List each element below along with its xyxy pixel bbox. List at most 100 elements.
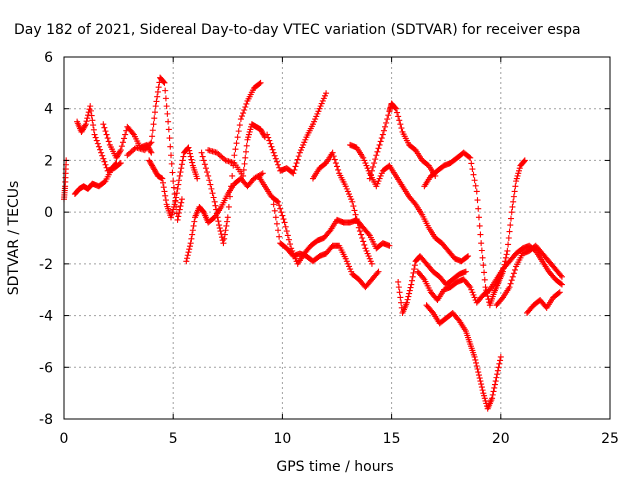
data-point	[365, 253, 372, 260]
data-point	[224, 214, 231, 221]
data-point	[269, 146, 276, 153]
data-point	[282, 223, 289, 230]
data-point	[212, 202, 219, 209]
data-point	[492, 378, 499, 385]
data-point	[556, 289, 563, 296]
data-point	[380, 127, 387, 134]
data-point	[271, 207, 278, 214]
data-point	[297, 147, 304, 154]
data-point	[153, 98, 160, 105]
data-point	[97, 146, 104, 153]
series-sat-08	[198, 79, 264, 247]
data-point	[507, 280, 514, 287]
data-point	[468, 286, 475, 293]
data-point	[370, 163, 377, 170]
data-point	[199, 153, 206, 160]
data-point	[466, 282, 473, 289]
data-point	[504, 247, 511, 254]
data-point	[321, 92, 328, 99]
data-point	[364, 250, 371, 257]
data-point	[506, 284, 513, 291]
data-point	[166, 135, 173, 142]
data-point	[231, 152, 238, 159]
data-point	[323, 90, 330, 97]
data-point	[210, 194, 217, 201]
data-point	[499, 268, 506, 275]
data-point	[350, 203, 357, 210]
data-point	[240, 172, 247, 179]
data-point	[359, 235, 366, 241]
data-point	[493, 374, 500, 381]
data-point	[309, 121, 316, 128]
data-point	[373, 152, 380, 159]
data-point	[510, 198, 517, 205]
data-point	[118, 143, 125, 150]
data-point	[505, 235, 512, 241]
data-point	[184, 252, 191, 259]
data-point	[411, 200, 418, 207]
data-point	[484, 293, 491, 300]
data-point	[406, 287, 413, 294]
data-point	[411, 266, 418, 273]
data-point	[371, 160, 378, 167]
data-point	[159, 175, 166, 182]
y-tick-label: 6	[44, 50, 53, 66]
data-point	[241, 107, 248, 114]
data-point	[191, 218, 198, 225]
data-point	[376, 141, 383, 148]
data-point	[509, 203, 516, 210]
data-point	[291, 166, 298, 173]
data-point	[271, 152, 278, 159]
data-point	[163, 103, 170, 110]
data-point	[245, 131, 252, 138]
data-point	[148, 149, 155, 156]
data-point	[241, 160, 248, 167]
data-point	[342, 255, 349, 262]
data-point	[162, 87, 169, 94]
data-point	[275, 198, 282, 205]
data-point	[356, 228, 363, 235]
data-point	[154, 93, 161, 100]
data-point	[510, 270, 517, 277]
series-sat-20	[493, 242, 565, 309]
data-point	[347, 266, 354, 273]
data-point	[224, 218, 231, 225]
data-point	[92, 134, 99, 141]
data-point	[396, 289, 403, 296]
data-point	[238, 113, 245, 120]
data-point	[242, 103, 249, 110]
data-point	[265, 134, 272, 141]
data-point	[117, 160, 124, 167]
data-point	[101, 178, 108, 185]
series-sat-01	[61, 157, 70, 203]
data-point	[470, 291, 477, 298]
data-point	[507, 222, 514, 229]
data-point	[408, 281, 415, 288]
data-point	[481, 395, 488, 402]
series-sat-17	[414, 242, 565, 306]
data-point	[216, 222, 223, 229]
data-point	[243, 142, 250, 149]
data-point	[220, 240, 227, 247]
series-sat-14	[347, 141, 472, 265]
data-point	[277, 205, 284, 212]
data-point	[348, 268, 355, 275]
data-point	[455, 316, 462, 323]
data-point	[279, 212, 286, 219]
data-point	[233, 140, 240, 147]
data-point	[404, 296, 411, 303]
x-tick-label: 5	[169, 431, 178, 447]
data-point	[147, 140, 154, 147]
data-point	[478, 247, 485, 254]
data-point	[90, 126, 97, 133]
data-point	[234, 134, 241, 141]
data-point	[475, 369, 482, 376]
y-tick-label: -6	[39, 360, 53, 376]
data-point	[397, 121, 404, 128]
data-point	[326, 228, 333, 235]
data-point	[512, 183, 519, 190]
data-point	[473, 362, 480, 369]
data-point	[502, 258, 509, 265]
data-point	[365, 231, 372, 238]
data-point	[216, 225, 223, 232]
